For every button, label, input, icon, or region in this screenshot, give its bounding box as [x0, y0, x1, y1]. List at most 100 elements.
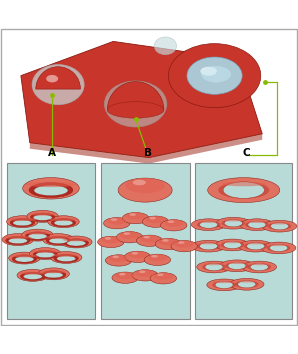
Ellipse shape: [112, 272, 138, 284]
Ellipse shape: [240, 219, 274, 230]
Ellipse shape: [168, 221, 174, 223]
Ellipse shape: [118, 178, 172, 202]
Ellipse shape: [111, 218, 117, 221]
Ellipse shape: [207, 279, 241, 291]
Ellipse shape: [201, 66, 231, 82]
Ellipse shape: [27, 210, 58, 222]
Ellipse shape: [197, 221, 221, 229]
Ellipse shape: [136, 235, 163, 246]
Ellipse shape: [202, 263, 226, 271]
Ellipse shape: [164, 219, 183, 227]
Ellipse shape: [120, 232, 139, 239]
Ellipse shape: [30, 213, 55, 222]
Ellipse shape: [154, 37, 177, 55]
Ellipse shape: [197, 242, 221, 250]
Ellipse shape: [12, 255, 37, 263]
Ellipse shape: [150, 277, 176, 281]
Ellipse shape: [132, 252, 138, 255]
Ellipse shape: [132, 270, 158, 281]
Ellipse shape: [50, 251, 82, 263]
Ellipse shape: [157, 273, 164, 276]
Ellipse shape: [50, 218, 77, 221]
Ellipse shape: [46, 236, 71, 245]
FancyBboxPatch shape: [7, 163, 95, 319]
Ellipse shape: [98, 236, 124, 248]
Ellipse shape: [268, 222, 291, 230]
Ellipse shape: [104, 81, 167, 127]
Ellipse shape: [226, 262, 247, 264]
Ellipse shape: [191, 240, 226, 252]
Ellipse shape: [21, 272, 45, 280]
Ellipse shape: [48, 216, 79, 228]
Ellipse shape: [161, 219, 187, 231]
Text: C: C: [243, 148, 251, 158]
Ellipse shape: [124, 232, 130, 235]
Ellipse shape: [109, 255, 128, 262]
Ellipse shape: [161, 224, 187, 228]
Ellipse shape: [122, 212, 149, 224]
Text: A: A: [48, 148, 56, 158]
Ellipse shape: [223, 219, 244, 222]
Ellipse shape: [222, 241, 243, 243]
Ellipse shape: [205, 263, 223, 270]
Ellipse shape: [54, 254, 78, 263]
Ellipse shape: [223, 182, 264, 198]
Ellipse shape: [154, 273, 173, 280]
Ellipse shape: [4, 236, 32, 239]
Ellipse shape: [19, 272, 46, 275]
Ellipse shape: [218, 182, 269, 199]
Ellipse shape: [11, 255, 38, 257]
Ellipse shape: [204, 263, 224, 265]
Ellipse shape: [191, 219, 226, 230]
Ellipse shape: [245, 242, 266, 244]
Ellipse shape: [155, 243, 181, 247]
Ellipse shape: [228, 262, 246, 269]
Ellipse shape: [36, 252, 55, 258]
Ellipse shape: [128, 251, 147, 258]
Ellipse shape: [216, 217, 251, 229]
Ellipse shape: [140, 235, 159, 242]
Ellipse shape: [271, 223, 288, 230]
Ellipse shape: [98, 241, 124, 245]
Ellipse shape: [44, 272, 63, 278]
Ellipse shape: [9, 218, 36, 221]
Ellipse shape: [43, 234, 74, 246]
Ellipse shape: [32, 64, 84, 105]
Ellipse shape: [221, 219, 245, 227]
FancyBboxPatch shape: [195, 163, 292, 319]
Ellipse shape: [136, 270, 155, 277]
Ellipse shape: [200, 67, 217, 76]
Ellipse shape: [171, 240, 197, 252]
Ellipse shape: [175, 240, 194, 247]
Ellipse shape: [125, 256, 151, 260]
Ellipse shape: [162, 239, 169, 242]
Ellipse shape: [269, 222, 290, 224]
Polygon shape: [21, 41, 262, 158]
Ellipse shape: [101, 236, 120, 244]
Ellipse shape: [6, 236, 30, 245]
Ellipse shape: [25, 232, 50, 240]
Ellipse shape: [244, 242, 268, 250]
Ellipse shape: [225, 262, 249, 270]
Ellipse shape: [242, 261, 277, 273]
Ellipse shape: [261, 242, 296, 254]
Ellipse shape: [118, 187, 172, 197]
FancyBboxPatch shape: [1, 29, 297, 325]
Ellipse shape: [212, 281, 236, 289]
Ellipse shape: [117, 236, 143, 240]
Ellipse shape: [49, 238, 68, 244]
Ellipse shape: [208, 178, 280, 202]
Ellipse shape: [10, 218, 35, 227]
Ellipse shape: [221, 241, 244, 249]
Ellipse shape: [28, 233, 47, 239]
Ellipse shape: [247, 242, 265, 250]
Ellipse shape: [119, 273, 125, 275]
Ellipse shape: [249, 263, 270, 265]
Ellipse shape: [117, 232, 143, 243]
Ellipse shape: [214, 281, 235, 283]
Ellipse shape: [197, 261, 231, 273]
Ellipse shape: [13, 220, 32, 226]
Ellipse shape: [41, 270, 66, 279]
Ellipse shape: [46, 75, 58, 82]
Ellipse shape: [29, 183, 73, 198]
